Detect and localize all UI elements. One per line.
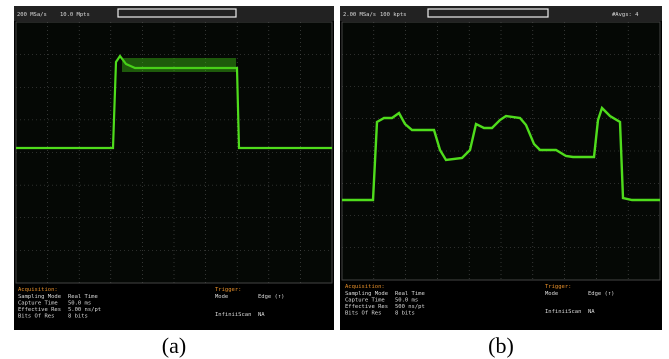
trigger-mode-value: Edge (↑) xyxy=(588,291,615,297)
acq-value: 50.0 ms xyxy=(395,298,418,304)
noise-band xyxy=(122,58,236,72)
acq-value: 8 bits xyxy=(395,311,415,317)
scope-panel-b: 2.00 MSa/s 100 kpts #Avgs: 4 Acquisition… xyxy=(340,6,662,358)
acq-value: 5.00 ns/pt xyxy=(68,307,101,313)
acq-label: Bits Of Res xyxy=(18,314,54,320)
acq-label: Capture Time xyxy=(18,301,58,307)
trigger-mode-label: Mode xyxy=(545,291,558,297)
scan-value: NA xyxy=(588,309,595,315)
acq-label: Sampling Mode xyxy=(18,294,61,300)
acq-label: Capture Time xyxy=(345,298,385,304)
acq-label: Bits Of Res xyxy=(345,311,381,317)
sample-rate: 2.00 MSa/s xyxy=(343,12,376,18)
caption: (b) xyxy=(488,333,514,358)
points: 10.0 Mpts xyxy=(60,12,90,18)
acq-value: Real Time xyxy=(395,291,425,297)
acq-title: Acquisition: xyxy=(18,287,58,293)
scan-label: InfiniiScan xyxy=(545,309,581,315)
acq-value: 500 ns/pt xyxy=(395,304,425,310)
averages: #Avgs: 4 xyxy=(612,12,639,18)
scope-panel-a: 200 MSa/s 10.0 Mpts Acquisition: Samplin… xyxy=(14,6,334,358)
figure: 200 MSa/s 10.0 Mpts Acquisition: Samplin… xyxy=(0,0,669,359)
sample-rate: 200 MSa/s xyxy=(17,12,47,18)
trigger-title: Trigger: xyxy=(545,284,572,290)
acq-label: Sampling Mode xyxy=(345,291,388,297)
scan-label: InfiniiScan xyxy=(215,312,251,318)
acq-label: Effective Res xyxy=(345,304,388,310)
trigger-mode-label: Mode xyxy=(215,294,228,300)
trigger-title: Trigger: xyxy=(215,287,242,293)
points: 100 kpts xyxy=(380,12,407,18)
caption: (a) xyxy=(162,333,186,358)
acq-label: Effective Res xyxy=(18,307,61,313)
acq-value: 50.0 ms xyxy=(68,301,91,307)
acq-title: Acquisition: xyxy=(345,284,385,290)
acq-value: Real Time xyxy=(68,294,98,300)
trigger-mode-value: Edge (↑) xyxy=(258,294,285,300)
acq-value: 8 bits xyxy=(68,314,88,320)
scan-value: NA xyxy=(258,312,265,318)
